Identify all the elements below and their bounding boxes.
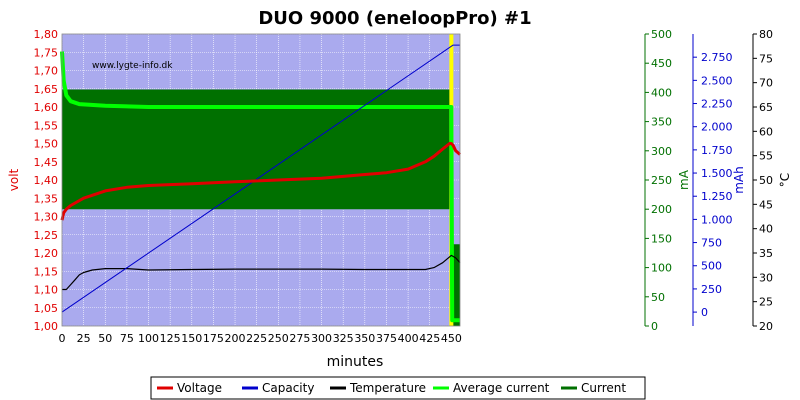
ma-tick-label: 400 <box>651 86 672 99</box>
legend: Voltage Capacity Temperature Average curren… <box>150 376 646 400</box>
temp-tick-label: 55 <box>759 150 773 163</box>
legend-label: Current <box>581 381 626 395</box>
temp-tick-label: 35 <box>759 247 773 260</box>
volt-tick-label: 1,80 <box>34 28 59 41</box>
x-tick-label: 25 <box>77 332 91 345</box>
series-capacity <box>61 44 460 313</box>
temp-tick-label: 80 <box>759 28 773 41</box>
ma-tick-label: 450 <box>651 57 672 70</box>
series-layer <box>60 33 461 327</box>
x-tick-label: 300 <box>311 332 332 345</box>
y-axis-label-volt: volt <box>7 168 21 191</box>
ma-tick-label: 250 <box>651 174 672 187</box>
series-average-current <box>60 51 460 323</box>
mah-tick-label: 2.500 <box>701 74 733 87</box>
volt-tick-label: 1,05 <box>34 302 59 315</box>
chart-title: DUO 9000 (eneloopPro) #1 <box>258 8 531 29</box>
volt-tick-label: 1,30 <box>34 211 59 224</box>
volt-tick-label: 1,40 <box>34 174 59 187</box>
volt-tick-label: 1,65 <box>34 83 59 96</box>
mah-tick-label: 0 <box>701 306 708 319</box>
legend-box <box>150 376 646 400</box>
volt-tick-label: 1,45 <box>34 156 59 169</box>
legend-label: Average current <box>453 381 550 395</box>
x-tick-label: 350 <box>354 332 375 345</box>
x-tick-label: 450 <box>441 332 462 345</box>
volt-tick-label: 1,60 <box>34 101 59 114</box>
ma-tick-label: 300 <box>651 145 672 158</box>
legend-label: Capacity <box>262 381 314 395</box>
x-tick-label: 175 <box>203 332 224 345</box>
x-tick-label: 200 <box>225 332 246 345</box>
ma-tick-label: 0 <box>651 320 658 333</box>
x-tick-label: 425 <box>419 332 440 345</box>
mah-tick-label: 2.000 <box>701 121 733 134</box>
legend-label: Temperature <box>349 381 426 395</box>
mah-tick-label: 750 <box>701 237 722 250</box>
ma-tick-label: 350 <box>651 116 672 129</box>
temp-tick-label: 25 <box>759 296 773 309</box>
x-tick-label: 325 <box>333 332 354 345</box>
y-axis-label-mah: mAh <box>732 166 746 194</box>
ma-tick-label: 150 <box>651 232 672 245</box>
x-tick-label: 125 <box>160 332 181 345</box>
mah-tick-label: 1.500 <box>701 167 733 180</box>
x-tick-label: 250 <box>268 332 289 345</box>
y-axis-label-temp: °C <box>778 173 792 187</box>
series-temperature <box>62 254 461 291</box>
temp-tick-label: 50 <box>759 174 773 187</box>
x-axis-label: minutes <box>327 354 384 370</box>
x-tick-label: 0 <box>59 332 66 345</box>
volt-tick-label: 1,15 <box>34 265 59 278</box>
x-tick-label: 225 <box>246 332 267 345</box>
mah-tick-label: 250 <box>701 283 722 296</box>
temp-tick-label: 30 <box>759 271 773 284</box>
volt-tick-label: 1,75 <box>34 46 59 59</box>
y-axis-label-ma: mA <box>677 169 691 190</box>
ma-tick-label: 500 <box>651 28 672 41</box>
x-tick-label: 150 <box>181 332 202 345</box>
plot-frame <box>61 33 461 327</box>
mah-tick-label: 2.250 <box>701 98 733 111</box>
x-tick-label: 75 <box>120 332 134 345</box>
volt-tick-label: 1,25 <box>34 229 59 242</box>
volt-tick-label: 1,70 <box>34 65 59 78</box>
volt-tick-label: 1,55 <box>34 119 59 132</box>
mah-tick-label: 1.000 <box>701 213 733 226</box>
temp-tick-label: 40 <box>759 223 773 236</box>
temp-tick-label: 20 <box>759 320 773 333</box>
axis-ticks: 0 25 50 75 100 125 150 175 200 225 250 275 300 325 350… <box>34 28 774 345</box>
volt-tick-label: 1,50 <box>34 138 59 151</box>
mah-tick-label: 2.750 <box>701 51 733 64</box>
x-tick-label: 275 <box>289 332 310 345</box>
ma-tick-label: 200 <box>651 203 672 216</box>
temp-tick-label: 45 <box>759 198 773 211</box>
volt-tick-label: 1,20 <box>34 247 59 260</box>
mah-tick-label: 500 <box>701 260 722 273</box>
x-tick-label: 100 <box>138 332 159 345</box>
ma-tick-label: 100 <box>651 262 672 275</box>
mah-tick-label: 1.750 <box>701 144 733 157</box>
mah-tick-label: 1.250 <box>701 190 733 203</box>
watermark: www.lygte-info.dk <box>92 61 173 71</box>
volt-tick-label: 1,10 <box>34 284 59 297</box>
temp-tick-label: 70 <box>759 77 773 90</box>
volt-tick-label: 1,35 <box>34 192 59 205</box>
series-current <box>62 89 460 326</box>
temp-tick-label: 60 <box>759 125 773 138</box>
temp-tick-label: 75 <box>759 52 773 65</box>
x-tick-label: 400 <box>398 332 419 345</box>
volt-tick-label: 1,00 <box>34 320 59 333</box>
series-voltage <box>60 142 461 221</box>
x-tick-label: 50 <box>98 332 112 345</box>
legend-label: Voltage <box>177 381 222 395</box>
ma-tick-label: 50 <box>651 291 665 304</box>
temp-tick-label: 65 <box>759 101 773 114</box>
x-tick-label: 375 <box>376 332 397 345</box>
